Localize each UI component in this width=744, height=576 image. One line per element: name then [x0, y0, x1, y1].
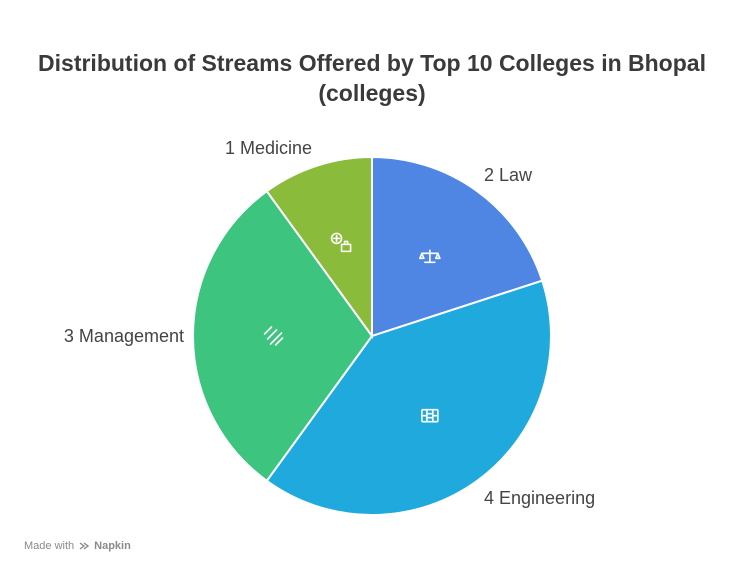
pie-slice-management	[192, 189, 374, 483]
slice-label-management: 3 Management	[64, 326, 184, 346]
chart-title-line-2: (colleges)	[318, 80, 426, 106]
medicine-icon	[330, 232, 352, 253]
chart-title: Distribution of Streams Offered by Top 1…	[0, 48, 744, 108]
pie-slice-engineering	[265, 279, 552, 516]
napkin-brand: Napkin	[94, 540, 131, 552]
made-with-text: Made with	[24, 540, 75, 552]
slice-label-medicine: 1 Medicine	[225, 138, 312, 158]
pie-slice-law	[371, 155, 544, 338]
slice-label-law: 2 Law	[484, 165, 533, 185]
scales-icon	[419, 249, 441, 264]
slice-label-engineering: 4 Engineering	[484, 488, 595, 508]
napkin-logo-icon	[79, 542, 90, 550]
management-icon	[263, 326, 284, 346]
engineering-icon	[421, 408, 439, 423]
pie-slice-medicine	[265, 155, 373, 340]
chart-title-line-1: Distribution of Streams Offered by Top 1…	[38, 50, 706, 76]
footer: Made with Napkin	[24, 540, 131, 552]
